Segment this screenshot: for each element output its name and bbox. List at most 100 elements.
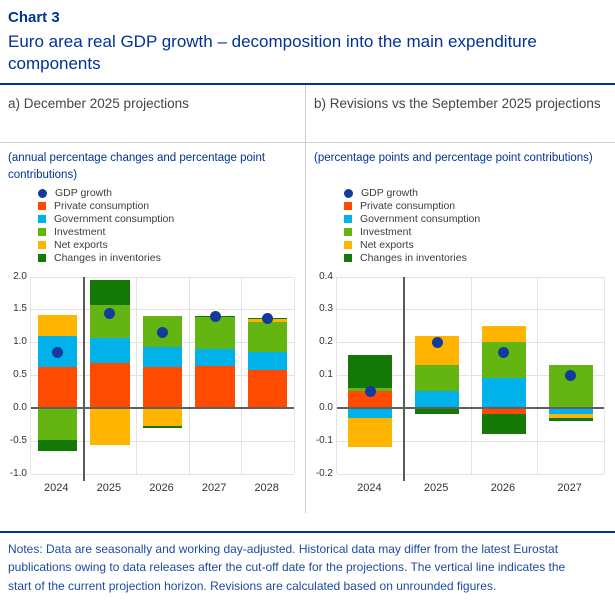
bar-segment-inventories xyxy=(37,440,77,451)
x-axis-label: 2025 xyxy=(423,481,449,494)
panel-a-legend: GDP growth Private consumption Government … xyxy=(0,185,305,265)
legend-item-net_exports: Net exports xyxy=(38,239,305,252)
y-axis-tick-label: 1.0 xyxy=(13,336,27,348)
private_consumption-legend-swatch-icon xyxy=(38,202,46,210)
projection-start-line xyxy=(402,276,405,481)
category-gridline xyxy=(188,276,190,474)
gridline xyxy=(31,309,294,311)
bar-segment-private_consumption xyxy=(247,369,288,408)
bar-segment-government_consumption xyxy=(90,338,130,364)
legend-label: Investment xyxy=(360,226,412,238)
legend-item-net_exports: Net exports xyxy=(344,239,615,252)
bar-segment-government_consumption xyxy=(195,349,235,366)
x-axis-label: 2025 xyxy=(96,481,122,494)
bar-segment-government_consumption xyxy=(142,346,183,368)
bar-segment-investment xyxy=(37,407,77,440)
gdp-growth-dot xyxy=(364,385,376,397)
investment-legend-swatch-icon xyxy=(344,228,352,236)
legend-item-government_consumption: Government consumption xyxy=(344,213,615,226)
y-axis-tick-label: -0.1 xyxy=(315,434,333,446)
plot-area xyxy=(336,276,605,481)
government_consumption-legend-swatch-icon xyxy=(38,215,46,223)
x-axis-label: 2028 xyxy=(254,481,279,494)
bar-segment-private_consumption xyxy=(195,365,235,408)
y-axis-tick-label: 0.2 xyxy=(319,336,333,348)
bar-segment-private_consumption xyxy=(90,363,130,408)
bar-segment-net_exports xyxy=(481,325,526,343)
private_consumption-legend-swatch-icon xyxy=(344,202,352,210)
bar-segment-investment xyxy=(195,317,235,350)
legend-item-private_consumption: Private consumption xyxy=(344,200,615,213)
bar-segment-private_consumption xyxy=(348,391,393,408)
bar-segment-inventories xyxy=(415,407,460,415)
bar-segment-private_consumption xyxy=(37,367,77,408)
legend-item-gdp: GDP growth xyxy=(38,187,305,200)
net_exports-legend-swatch-icon xyxy=(344,241,352,249)
gdp-growth-dot xyxy=(498,346,510,358)
gdp-growth-dot xyxy=(565,369,577,381)
panel-revisions: b) Revisions vs the September 2025 proje… xyxy=(305,84,615,513)
panel-b-title: b) Revisions vs the September 2025 proje… xyxy=(306,85,615,143)
chart-title: Euro area real GDP growth – decompositio… xyxy=(8,32,537,73)
plot-area xyxy=(30,276,295,481)
y-axis-tick-label: -1.0 xyxy=(9,467,27,479)
legend-item-private_consumption: Private consumption xyxy=(38,200,305,213)
x-axis-label: 2026 xyxy=(149,481,174,494)
net_exports-legend-swatch-icon xyxy=(38,241,46,249)
x-axis-label: 2024 xyxy=(357,481,382,494)
gridline xyxy=(31,473,294,475)
gdp-growth-dot xyxy=(209,311,221,323)
inventories-legend-swatch-icon xyxy=(38,254,46,262)
legend-label: Private consumption xyxy=(360,200,456,212)
legend-label: GDP growth xyxy=(55,187,112,199)
bar-segment-inventories xyxy=(90,280,130,305)
legend-label: Investment xyxy=(54,226,106,238)
gridline xyxy=(31,276,294,278)
bar-segment-government_consumption xyxy=(348,407,393,418)
legend-item-inventories: Changes in inventories xyxy=(38,252,305,265)
header: Chart 3 Euro area real GDP growth – deco… xyxy=(0,0,615,75)
category-gridline xyxy=(470,276,472,474)
y-axis-tick-label: 0.0 xyxy=(319,401,333,413)
x-axis-label: 2027 xyxy=(201,481,227,494)
legend-item-investment: Investment xyxy=(344,226,615,239)
bar-segment-private_consumption xyxy=(481,407,526,415)
y-axis-tick-label: 0.4 xyxy=(319,270,333,282)
y-axis-tick-label: 1.5 xyxy=(13,303,27,315)
y-axis-tick-label: -0.5 xyxy=(9,434,27,446)
gdp-legend-swatch-icon xyxy=(344,188,353,198)
bar-segment-net_exports xyxy=(348,417,393,448)
legend-label: Changes in inventories xyxy=(360,252,467,264)
gridline xyxy=(337,473,604,475)
gdp-growth-dot xyxy=(51,346,63,358)
legend-item-inventories: Changes in inventories xyxy=(344,252,615,265)
bar-segment-inventories xyxy=(548,417,593,421)
x-axis-label: 2026 xyxy=(490,481,516,494)
bar-segment-government_consumption xyxy=(548,407,593,415)
bar-segment-inventories xyxy=(142,426,183,429)
category-gridline xyxy=(136,276,138,474)
investment-legend-swatch-icon xyxy=(38,228,46,236)
chart-number-label: Chart 3 xyxy=(8,9,60,26)
zero-axis-line xyxy=(337,406,604,409)
panel-b-subtitle: (percentage points and percentage point … xyxy=(314,151,593,164)
gdp-growth-dot xyxy=(104,308,116,320)
legend-item-government_consumption: Government consumption xyxy=(38,213,305,226)
bar-segment-government_consumption xyxy=(415,391,460,408)
y-axis-tick-label: -0.2 xyxy=(315,467,333,479)
gdp-growth-dot xyxy=(262,313,274,325)
zero-axis-line xyxy=(31,406,294,409)
legend-label: Government consumption xyxy=(360,213,481,225)
legend-label: Government consumption xyxy=(54,213,175,225)
legend-label: Net exports xyxy=(54,239,108,251)
y-axis-tick-label: 0.1 xyxy=(319,369,333,380)
legend-label: Changes in inventories xyxy=(54,252,161,264)
gridline xyxy=(31,440,294,442)
category-gridline xyxy=(537,276,539,474)
bar-segment-government_consumption xyxy=(481,378,526,408)
legend-label: GDP growth xyxy=(361,187,418,199)
bar-segment-inventories xyxy=(481,414,526,435)
gdp-growth-dot xyxy=(431,336,443,348)
bar-segment-net_exports xyxy=(90,407,130,446)
